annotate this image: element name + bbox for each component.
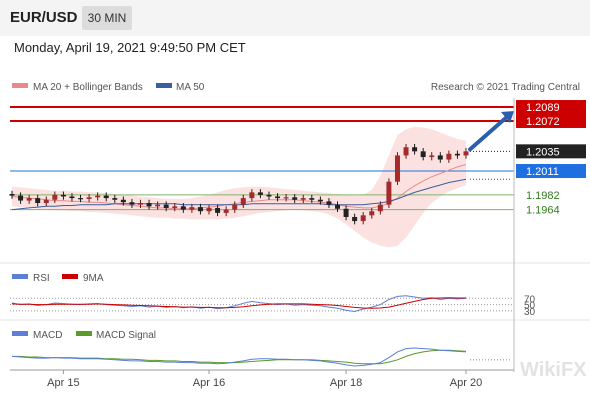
candle-body [369, 211, 375, 216]
x-tick-label: Apr 18 [330, 377, 362, 389]
pivot-level-label: 1.2011 [526, 166, 559, 178]
resistance-level-label: 1.2089 [526, 102, 560, 114]
candle-body [232, 204, 238, 210]
candle-body [377, 204, 383, 212]
candle-body [189, 207, 195, 210]
candle-body [429, 155, 435, 158]
rsi-ma-legend-swatch [62, 274, 78, 279]
candle-body [129, 202, 135, 205]
current-level-label: 1.2035 [526, 146, 560, 158]
rsi-level-label: 50 [524, 301, 536, 312]
rsi-legend-swatch [12, 274, 28, 279]
rsi-ma-line [11, 297, 466, 309]
candle-body [463, 151, 469, 156]
rsi-level-label: 70 [524, 294, 536, 305]
candle-body [18, 195, 24, 201]
candle-body [412, 147, 418, 152]
candle-body [335, 204, 341, 209]
x-tick-label: Apr 15 [47, 377, 79, 389]
timeframe-button[interactable]: 30 MIN [82, 6, 132, 30]
candle-body [35, 198, 41, 204]
candle-body [215, 207, 221, 213]
current-level-tag [516, 144, 586, 159]
candle-body [52, 194, 58, 200]
candle-body [437, 155, 443, 160]
candle-body [146, 203, 152, 207]
macd-legend-label: MACD [33, 330, 62, 341]
ma20-legend-swatch [12, 83, 28, 88]
macd-line [11, 347, 467, 367]
candle-body [180, 206, 186, 210]
candle-body [343, 208, 349, 217]
chart-marks: 1.2089 1.2072 1.2035 1.2011 1.1982 1.1964 7050… [0, 98, 590, 389]
candle-body [60, 194, 66, 197]
forecast-arrow-shaft [468, 114, 510, 152]
candle-body [197, 207, 203, 212]
macd-signal-legend-label: MACD Signal [96, 330, 156, 341]
resistance-level-label: 1.2072 [526, 116, 560, 128]
candle-body [26, 198, 32, 201]
top-bar: EUR/USD 30 MIN [0, 0, 590, 36]
candle-body [240, 198, 246, 205]
support-level-label: 1.1982 [526, 190, 560, 202]
candle-body [394, 155, 400, 182]
candle-body [223, 209, 229, 213]
resistance-level-tag [516, 113, 586, 128]
candle-body [275, 196, 281, 199]
candle-body [403, 147, 409, 156]
candle-body [360, 215, 366, 222]
candle-body [249, 192, 255, 199]
candle-body [317, 199, 323, 202]
pivot-level-tag [516, 164, 586, 179]
candle-body [95, 195, 101, 198]
candle-body [43, 199, 49, 204]
candle-body [163, 204, 169, 208]
candle-body [300, 198, 306, 200]
candle-body [69, 196, 75, 199]
candle-body [155, 204, 161, 207]
candle-body [420, 151, 426, 158]
bollinger-band [12, 126, 466, 248]
candle-body [326, 201, 332, 205]
instrument-title: EUR/USD [10, 9, 78, 26]
candle-body [9, 194, 15, 196]
candle-body [120, 199, 126, 203]
candle-body [78, 198, 84, 200]
candle-body [292, 197, 298, 200]
rsi-level-label: 30 [524, 307, 536, 318]
credit-label: Research © 2021 Trading Central [431, 82, 580, 93]
candle-body [386, 181, 392, 205]
resistance-level-tag [516, 100, 586, 115]
candle-body [352, 216, 358, 222]
chart-datetime: Monday, April 19, 2021 9:49:50 PM CET [14, 40, 246, 55]
macd-signal-legend-swatch [76, 331, 92, 336]
candle-body [137, 203, 143, 205]
candle-body [266, 194, 272, 197]
x-tick-label: Apr 16 [193, 377, 225, 389]
candle-body [283, 197, 289, 199]
candle-body [206, 207, 212, 212]
rsi-ma-legend-label: 9MA [83, 273, 104, 284]
candle-body [257, 192, 263, 195]
candle-body [309, 198, 315, 200]
ma50-legend-label: MA 50 [176, 82, 205, 93]
macd-signal-line [12, 349, 467, 365]
candle-body [86, 197, 92, 199]
ma20-legend-label: MA 20 + Bollinger Bands [33, 82, 143, 93]
macd-legend-swatch [12, 331, 28, 336]
forecast-arrow-head [501, 111, 514, 124]
candle-body [446, 153, 452, 160]
candle-body [112, 198, 118, 200]
candle-body [103, 195, 109, 199]
watermark-text: WikiFX [520, 359, 587, 381]
candle-body [454, 153, 460, 156]
x-tick-label: Apr 20 [450, 377, 482, 389]
rsi-legend-label: RSI [33, 273, 50, 284]
candle-body [172, 206, 178, 208]
ma50-legend-swatch [156, 83, 172, 88]
support-level-label: 1.1964 [526, 205, 560, 217]
